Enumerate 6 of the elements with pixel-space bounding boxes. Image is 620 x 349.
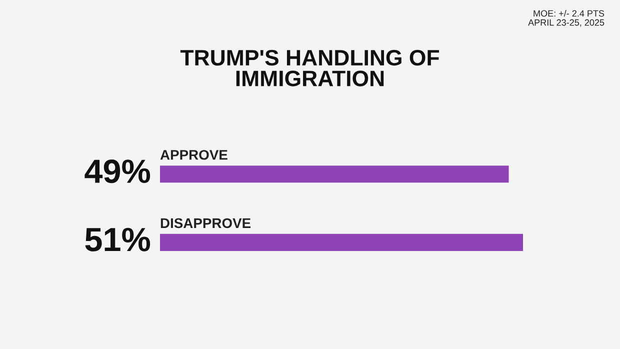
data-label: 49% xyxy=(84,159,150,184)
y-tick-label: APPROVE xyxy=(160,150,228,160)
data-label: 51% xyxy=(85,228,150,252)
y-tick-label: DISAPPROVE xyxy=(160,218,251,228)
chart-title: TRUMP'S HANDLING OF IMMIGRATION xyxy=(180,50,439,86)
text: MOE: +/- 2.4 PTS APRIL 23-25, 2025 xyxy=(528,10,604,27)
